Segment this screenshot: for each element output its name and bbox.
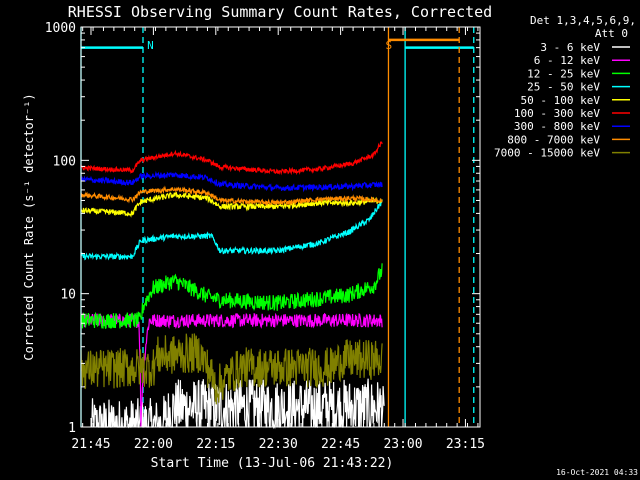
x-tick-label: 22:30 [259,437,298,452]
y-tick-label: 100 [53,154,76,169]
series-line-9 [80,333,383,405]
series-line-5 [80,191,383,218]
legend-label-5: 50 - 100 keV [521,94,601,107]
legend-header-line-1: Det 1,3,4,5,6,9, [530,14,636,27]
y-tick-label: 10 [60,288,76,303]
legend-label-9: 7000 - 15000 keV [494,147,600,160]
series-line-8 [80,185,383,207]
footer-timestamp: 16-Oct-2021 04:33 [556,468,638,477]
legend-label-1: 3 - 6 keV [540,41,600,54]
legend-header-line-2: Att 0 [595,27,628,40]
legend-label-3: 12 - 25 keV [527,67,600,80]
x-tick-label: 22:45 [321,437,360,452]
y-tick-label: 1000 [45,21,76,36]
flag-label-N: N [147,39,154,52]
series-line-6 [80,141,383,176]
y-tick-label: 1 [68,421,76,436]
x-tick-label: 23:15 [446,437,485,452]
series-layer [80,141,385,430]
series-line-1 [90,378,385,430]
x-tick-label: 22:15 [196,437,235,452]
axes-layer: 1 10 100 1000 21:45 22:00 22:15 22:30 22:45 23:00… [45,21,485,452]
series-line-7 [80,171,383,193]
legend-label-4: 25 - 50 keV [527,81,600,94]
legend-label-7: 300 - 800 keV [514,120,600,133]
flag-label-S: S [386,39,393,52]
x-axis-label: Start Time (13-Jul-06 21:43:22) [151,456,394,471]
legend-label-8: 800 - 7000 keV [507,133,600,146]
chart-title: RHESSI Observing Summary Count Rates, Co… [68,3,492,21]
x-tick-label: 23:00 [383,437,422,452]
series-line-4 [80,199,383,261]
x-tick-label: 22:00 [134,437,173,452]
legend-label-2: 6 - 12 keV [534,54,601,67]
legend-label-6: 100 - 300 keV [514,107,600,120]
y-axis-label: Corrected Count Rate (s⁻¹ detector⁻¹) [22,93,36,360]
x-tick-label: 21:45 [71,437,110,452]
series-line-3 [80,263,383,330]
